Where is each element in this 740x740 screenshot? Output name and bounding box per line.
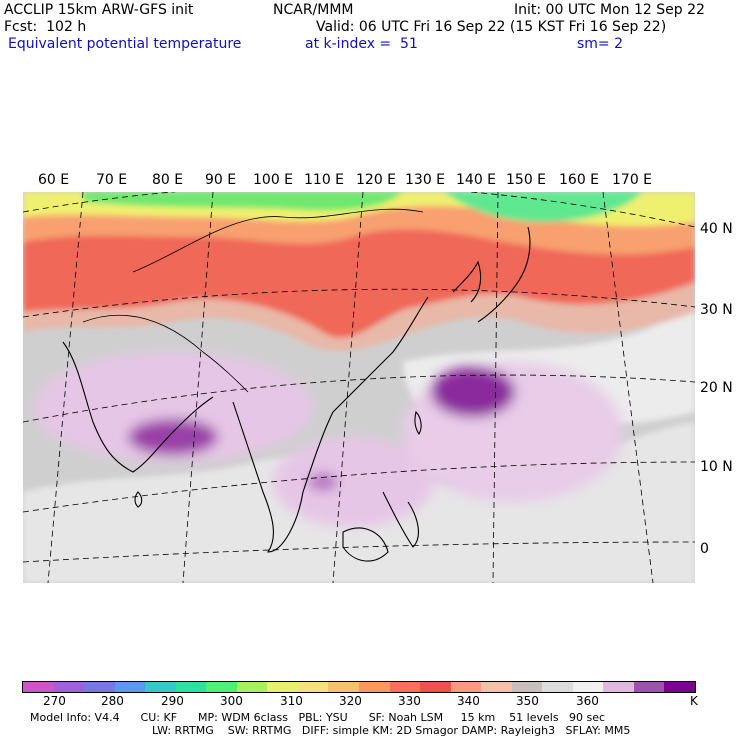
model-title: ACCLIP 15km ARW-GFS init <box>4 2 194 18</box>
philippines-outline <box>382 491 419 548</box>
colorbar-swatch <box>236 682 268 692</box>
lon-label: 90 E <box>205 172 237 188</box>
lon-label: 80 E <box>152 172 184 188</box>
colorbar-swatch <box>53 682 85 692</box>
forecast-hour: Fcst: 102 h <box>4 19 87 35</box>
colorbar-swatch <box>603 682 634 692</box>
colorbar-swatch <box>145 682 176 692</box>
meridian-160 <box>602 192 654 583</box>
colorbar-swatch <box>23 682 54 692</box>
lat-label: 30 N <box>700 302 733 318</box>
theta-e-map <box>23 192 695 583</box>
field-lavender-india <box>33 352 313 462</box>
colorbar-swatch <box>511 682 543 692</box>
korea-outline <box>452 260 482 303</box>
india-coast <box>62 341 214 473</box>
colorbar-swatch <box>267 682 298 692</box>
lat-label: 20 N <box>700 380 733 396</box>
lat-label: 10 N <box>700 459 733 475</box>
lon-label: 60 E <box>38 172 70 188</box>
japan-outline <box>477 226 531 323</box>
init-time: Init: 00 UTC Mon 12 Sep 22 <box>514 2 705 18</box>
taiwan-outline <box>414 410 422 436</box>
meridian-100 <box>182 192 214 583</box>
meridian-140 <box>492 192 499 583</box>
lon-label: 150 E <box>506 172 547 188</box>
indochina-coast <box>232 401 334 553</box>
graticule <box>23 192 695 583</box>
meridian-80 <box>47 192 84 583</box>
lon-label: 70 E <box>96 172 128 188</box>
colorbar-swatch <box>572 682 604 692</box>
china-coast <box>332 296 429 413</box>
colorbar-swatch <box>359 682 390 692</box>
field-lavender-scs <box>273 437 433 527</box>
meridian-120 <box>332 192 364 583</box>
colorbar-label: K <box>690 694 698 708</box>
colorbar-label: 290 <box>161 694 184 708</box>
borneo-outline <box>342 527 389 562</box>
colorbar-swatch <box>114 682 146 692</box>
lon-label: 130 E <box>405 172 446 188</box>
model-info-line1: Model Info: V4.4 CU: KF MP: WDM 6class P… <box>30 711 606 724</box>
lat-label: 0 <box>700 541 709 557</box>
colorbar-label: 310 <box>280 694 303 708</box>
colorbar-label: 300 <box>220 694 243 708</box>
colorbar-swatch <box>633 682 665 692</box>
lon-label: 110 E <box>304 172 345 188</box>
colorbar-swatch <box>450 682 482 692</box>
field-purple-bay <box>128 419 218 455</box>
colorbar-label: 340 <box>457 694 480 708</box>
center-label: NCAR/MMM <box>273 2 354 18</box>
colorbar-swatch <box>389 682 421 692</box>
colorbar-label: 360 <box>576 694 599 708</box>
colorbar-swatch <box>664 682 696 692</box>
model-info-line2: LW: RRTMG SW: RRTMG DIFF: simple KM: 2D … <box>152 724 631 737</box>
colorbar-label: 270 <box>43 694 66 708</box>
parallel-10 <box>23 461 695 513</box>
colorbar <box>22 681 696 693</box>
field-purple-typhoon <box>431 367 515 417</box>
field-green <box>83 192 403 211</box>
colorbar-swatch <box>420 682 451 692</box>
colorbar-swatch <box>84 682 115 692</box>
colorbar-swatch <box>328 682 360 692</box>
lon-label: 170 E <box>612 172 653 188</box>
lat-label: 40 N <box>700 221 733 237</box>
field-green-east <box>443 192 643 222</box>
china-mongolia-border <box>132 208 424 273</box>
himalaya-border <box>82 314 249 393</box>
lon-label: 120 E <box>356 172 397 188</box>
level-label: at k-index = 51 <box>305 36 418 52</box>
smoothing-label: sm= 2 <box>577 36 624 52</box>
colorbar-swatch <box>175 682 207 692</box>
colorbar-label: 280 <box>101 694 124 708</box>
lon-label: 100 E <box>253 172 294 188</box>
colorbar-swatch <box>542 682 573 692</box>
colorbar-label: 330 <box>398 694 421 708</box>
valid-time: Valid: 06 UTC Fri 16 Sep 22 (15 KST Fri … <box>316 19 667 35</box>
parallel-0 <box>23 541 695 563</box>
colorbar-swatch <box>297 682 329 692</box>
colorbar-label: 350 <box>516 694 539 708</box>
lon-label: 160 E <box>559 172 600 188</box>
colorbar-swatch <box>481 682 512 692</box>
colorbar-swatch <box>206 682 237 692</box>
field-name: Equivalent potential temperature <box>8 36 242 52</box>
coastlines <box>62 208 531 562</box>
colorbar-label: 320 <box>339 694 362 708</box>
field-purple-scs <box>308 473 338 491</box>
lon-label: 140 E <box>456 172 497 188</box>
